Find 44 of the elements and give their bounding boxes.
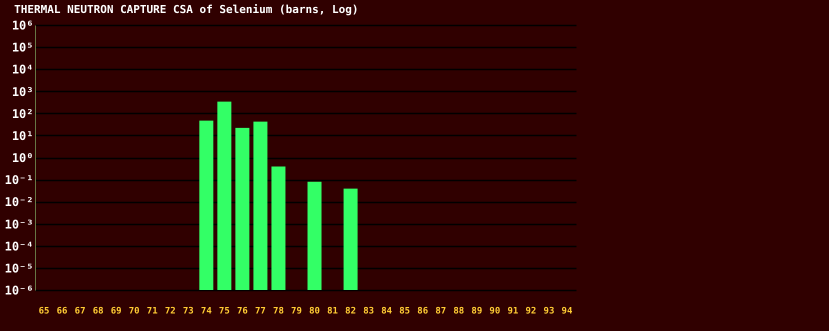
x-tick-label: 66	[56, 306, 68, 316]
x-tick-label: 65	[38, 306, 50, 316]
x-tick-label: 85	[399, 306, 410, 316]
y-tick-label: 10⁻⁶	[4, 284, 34, 298]
x-tick-label: 77	[254, 306, 266, 316]
y-tick-label: 10²	[12, 106, 34, 121]
x-tick-label: 71	[146, 306, 158, 316]
x-tick-label: 91	[507, 306, 518, 316]
x-tick-label: 84	[381, 306, 393, 316]
x-tick-label: 94	[562, 306, 573, 316]
x-tick-label: 89	[471, 306, 482, 316]
x-tick-label: 73	[182, 306, 194, 316]
x-tick-label: 83	[363, 306, 374, 316]
x-tick-label: 72	[164, 306, 176, 316]
y-tick-label: 10⁻⁵	[4, 261, 34, 276]
y-tick-label: 10⁻³	[4, 217, 34, 232]
x-tick-label: 67	[74, 306, 86, 316]
x-tick-label: 92	[525, 306, 536, 316]
y-tick-label: 10⁰	[12, 151, 34, 165]
x-tick-label: 88	[453, 306, 464, 316]
y-tick-label: 10⁻¹	[4, 173, 34, 188]
x-tick-label: 78	[273, 306, 284, 316]
y-tick-label: 10⁻²	[4, 195, 34, 210]
x-tick-label: 80	[309, 306, 320, 316]
x-tick-label: 82	[345, 306, 356, 316]
y-tick-label: 10⁵	[12, 40, 34, 55]
x-tick-label: 93	[544, 306, 554, 316]
x-tick-label: 75	[218, 306, 230, 316]
x-tick-label: 70	[128, 306, 140, 316]
y-tick-label: 10⁻⁴	[4, 239, 34, 254]
chart-title: THERMAL NEUTRON CAPTURE CSA of Selenium (barns, Log)	[14, 3, 358, 16]
x-tick-label: 87	[435, 306, 446, 316]
x-tick-label: 76	[236, 306, 248, 316]
x-tick-label: 68	[92, 306, 104, 316]
y-tick-label: 10¹	[12, 128, 34, 143]
x-tick-label: 69	[110, 306, 122, 316]
x-tick-label: 74	[200, 306, 212, 316]
x-tick-label: 90	[489, 306, 500, 316]
y-tick-label: 10⁶	[12, 18, 34, 32]
x-tick-label: 86	[417, 306, 428, 316]
x-tick-label: 79	[291, 306, 302, 316]
x-tick-label: 81	[327, 306, 338, 316]
y-tick-label: 10⁴	[12, 62, 34, 77]
y-tick-label: 10³	[12, 84, 34, 99]
